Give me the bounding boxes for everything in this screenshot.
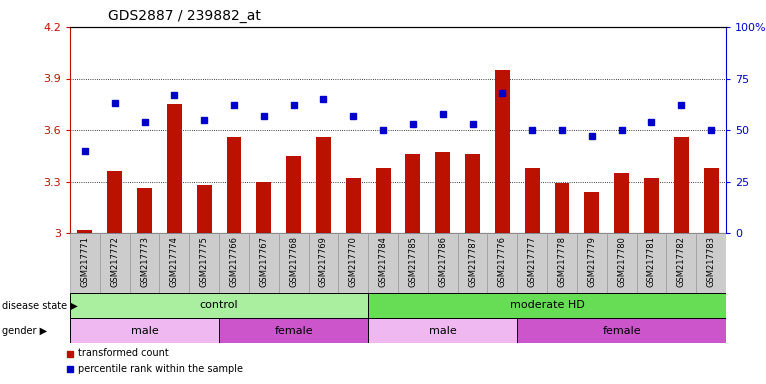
Bar [137, 189, 152, 233]
Bar [375, 168, 391, 233]
Text: GSM217772: GSM217772 [110, 236, 119, 287]
Bar [644, 178, 659, 233]
Text: moderate HD: moderate HD [509, 301, 584, 311]
Bar [189, 233, 219, 293]
Bar [666, 233, 696, 293]
Bar [219, 318, 368, 343]
Text: GSM217781: GSM217781 [647, 236, 656, 287]
Bar [249, 233, 279, 293]
Bar [339, 233, 368, 293]
Bar [279, 233, 309, 293]
Text: GSM217773: GSM217773 [140, 236, 149, 287]
Bar [368, 233, 398, 293]
Text: GSM217778: GSM217778 [558, 236, 567, 287]
Bar [428, 233, 457, 293]
Bar [167, 104, 182, 233]
Bar [368, 318, 517, 343]
Bar [495, 70, 510, 233]
Bar [614, 173, 629, 233]
Text: control: control [200, 301, 238, 311]
Bar [637, 233, 666, 293]
Text: female: female [602, 326, 641, 336]
Bar [517, 318, 726, 343]
Bar [159, 233, 189, 293]
Bar [465, 154, 480, 233]
Bar [584, 192, 599, 233]
Text: male: male [131, 326, 159, 336]
Bar [398, 233, 428, 293]
Bar [219, 233, 249, 293]
Text: GSM217770: GSM217770 [349, 236, 358, 287]
Bar [77, 230, 93, 233]
Text: GSM217775: GSM217775 [200, 236, 208, 287]
Text: disease state ▶: disease state ▶ [2, 301, 78, 311]
Bar [345, 178, 361, 233]
Bar [435, 152, 450, 233]
Text: percentile rank within the sample: percentile rank within the sample [77, 364, 243, 374]
Text: transformed count: transformed count [77, 349, 169, 359]
Text: GSM217777: GSM217777 [528, 236, 537, 287]
Bar [577, 233, 607, 293]
Bar [368, 293, 726, 318]
Bar [70, 233, 100, 293]
Text: GSM217784: GSM217784 [378, 236, 388, 287]
Bar [107, 171, 123, 233]
Text: GSM217785: GSM217785 [408, 236, 417, 287]
Bar [517, 233, 547, 293]
Text: GSM217779: GSM217779 [588, 236, 596, 287]
Bar [405, 154, 421, 233]
Bar [555, 183, 569, 233]
Bar [70, 293, 368, 318]
Bar [547, 233, 577, 293]
Bar [487, 233, 517, 293]
Bar [316, 137, 331, 233]
Bar [70, 318, 219, 343]
Bar [286, 156, 301, 233]
Bar [100, 233, 129, 293]
Text: gender ▶: gender ▶ [2, 326, 47, 336]
Bar [197, 185, 211, 233]
Text: GSM217767: GSM217767 [260, 236, 268, 287]
Bar [309, 233, 339, 293]
Text: GDS2887 / 239882_at: GDS2887 / 239882_at [108, 9, 261, 23]
Text: female: female [274, 326, 313, 336]
Text: GSM217766: GSM217766 [230, 236, 238, 287]
Text: GSM217783: GSM217783 [706, 236, 715, 287]
Bar [607, 233, 637, 293]
Text: GSM217786: GSM217786 [438, 236, 447, 287]
Bar [696, 233, 726, 293]
Bar [129, 233, 159, 293]
Bar [457, 233, 487, 293]
Text: GSM217769: GSM217769 [319, 236, 328, 287]
Text: GSM217768: GSM217768 [289, 236, 298, 287]
Text: GSM217780: GSM217780 [617, 236, 626, 287]
Bar [257, 182, 271, 233]
Bar [525, 168, 539, 233]
Bar [704, 168, 719, 233]
Text: GSM217776: GSM217776 [498, 236, 507, 287]
Bar [227, 137, 241, 233]
Text: GSM217771: GSM217771 [80, 236, 90, 287]
Text: GSM217782: GSM217782 [677, 236, 686, 287]
Text: GSM217774: GSM217774 [170, 236, 179, 287]
Bar [674, 137, 689, 233]
Text: GSM217787: GSM217787 [468, 236, 477, 287]
Text: male: male [429, 326, 457, 336]
